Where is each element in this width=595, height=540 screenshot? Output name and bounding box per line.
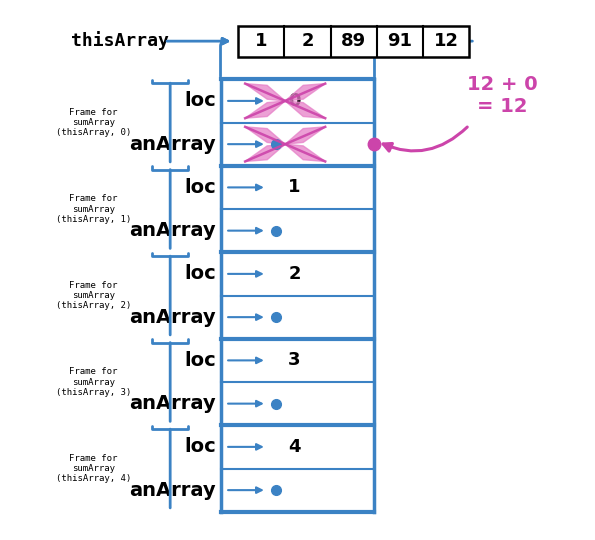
Text: anArray: anArray — [129, 134, 216, 154]
Text: 1: 1 — [288, 178, 300, 197]
Text: loc: loc — [184, 351, 216, 370]
Text: Frame for
sumArray
(thisArray, 0): Frame for sumArray (thisArray, 0) — [55, 107, 131, 138]
Text: loc: loc — [184, 437, 216, 456]
Text: 2: 2 — [301, 32, 314, 50]
Text: 4: 4 — [288, 438, 300, 456]
Polygon shape — [245, 84, 285, 101]
Polygon shape — [245, 127, 285, 144]
Text: 3: 3 — [288, 352, 300, 369]
Text: thisArray: thisArray — [71, 31, 169, 50]
Text: anArray: anArray — [129, 481, 216, 500]
Text: Frame for
sumArray
(thisArray, 4): Frame for sumArray (thisArray, 4) — [55, 454, 131, 483]
Text: 89: 89 — [341, 32, 367, 50]
Text: Frame for
sumArray
(thisArray, 2): Frame for sumArray (thisArray, 2) — [55, 281, 131, 310]
Polygon shape — [285, 101, 325, 118]
Text: anArray: anArray — [129, 394, 216, 413]
Polygon shape — [285, 84, 325, 101]
Text: anArray: anArray — [129, 221, 216, 240]
Text: 91: 91 — [387, 32, 412, 50]
Polygon shape — [285, 144, 325, 161]
Bar — [238, 25, 469, 57]
Text: loc: loc — [184, 91, 216, 110]
Text: anArray: anArray — [129, 308, 216, 327]
Polygon shape — [245, 144, 285, 161]
Polygon shape — [245, 101, 285, 118]
Text: Frame for
sumArray
(thisArray, 1): Frame for sumArray (thisArray, 1) — [55, 194, 131, 224]
Text: loc: loc — [184, 265, 216, 284]
Polygon shape — [285, 127, 325, 144]
Text: 1: 1 — [255, 32, 268, 50]
Text: 2: 2 — [288, 265, 300, 283]
Text: loc: loc — [184, 178, 216, 197]
Text: 12: 12 — [434, 32, 459, 50]
Text: Frame for
sumArray
(thisArray, 3): Frame for sumArray (thisArray, 3) — [55, 367, 131, 397]
Text: 12 + 0
= 12: 12 + 0 = 12 — [466, 75, 537, 116]
Text: 0: 0 — [288, 92, 300, 110]
